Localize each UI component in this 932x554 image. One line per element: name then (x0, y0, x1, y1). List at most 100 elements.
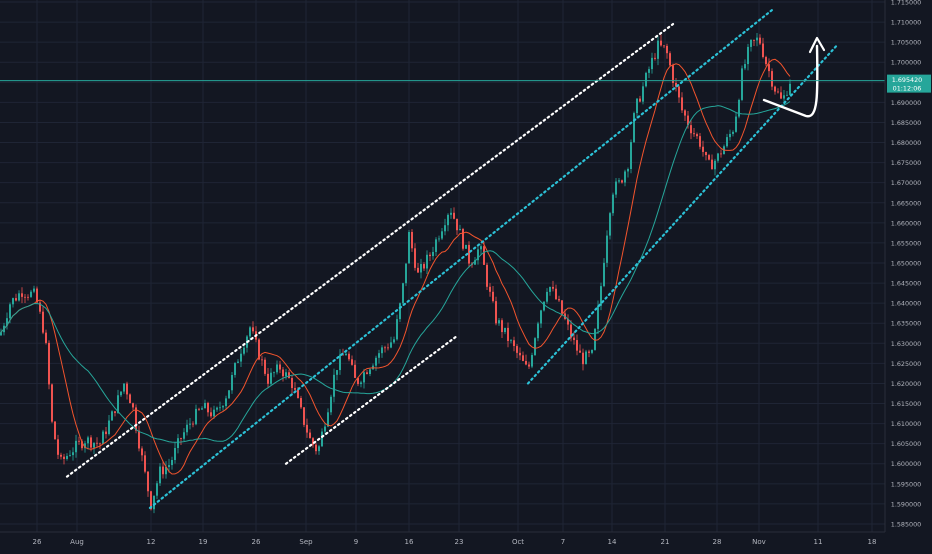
candle-body (309, 432, 311, 439)
x-tick-label: 14 (608, 538, 617, 546)
candle-body (249, 327, 251, 337)
x-tick-label: 26 (33, 538, 42, 546)
candle-body (123, 383, 125, 392)
candle-body (165, 466, 167, 475)
candle-body (315, 444, 317, 452)
candle-body (243, 347, 245, 354)
candle-body (516, 346, 518, 353)
candle-body (354, 364, 356, 378)
candle-body (84, 443, 86, 449)
price-tag (887, 74, 931, 93)
candle-body (447, 214, 449, 226)
candle-body (12, 298, 14, 305)
y-tick-label: 1.650000 (891, 259, 922, 267)
y-tick-label: 1.680000 (891, 139, 922, 147)
grid (0, 0, 885, 532)
candle-body (312, 438, 314, 445)
candle-body (339, 354, 341, 371)
y-tick-label: 1.655000 (891, 239, 922, 247)
candle-body (651, 57, 653, 70)
candle-body (273, 372, 275, 374)
candle-body (687, 115, 689, 126)
candle-body (327, 412, 329, 427)
candle-body (366, 372, 368, 374)
candle-body (369, 369, 371, 374)
candle-body (87, 437, 89, 444)
candle-body (759, 37, 761, 44)
candle-body (105, 431, 107, 435)
candle-body (525, 360, 527, 365)
candle-body (630, 142, 632, 169)
candle-body (600, 286, 602, 306)
candle-body (159, 466, 161, 484)
candle-body (144, 455, 146, 472)
candle-body (324, 426, 326, 432)
candle-body (717, 153, 719, 161)
candle-body (267, 373, 269, 384)
candle-body (615, 181, 617, 195)
candle-body (252, 327, 254, 332)
candle-body (477, 249, 479, 261)
candle-body (210, 412, 212, 417)
x-tick-label: 28 (713, 538, 722, 546)
candle-body (300, 398, 302, 408)
candle-body (576, 340, 578, 351)
candle-body (102, 431, 104, 445)
candle-body (732, 131, 734, 134)
candle-body (150, 491, 152, 510)
candle-body (456, 218, 458, 231)
y-tick-label: 1.635000 (891, 320, 922, 328)
candle-body (219, 407, 221, 409)
candle-body (402, 283, 404, 304)
candle-body (363, 372, 365, 383)
candle-body (549, 286, 551, 292)
candle-body (543, 301, 545, 311)
candle-body (420, 264, 422, 273)
candle-body (696, 134, 698, 137)
candle-body (162, 466, 164, 475)
candle-body (69, 455, 71, 456)
candle-body (531, 355, 533, 367)
candle-body (642, 86, 644, 102)
candle-body (744, 64, 746, 69)
candle-body (330, 396, 332, 413)
y-tick-label: 1.690000 (891, 99, 922, 107)
x-tick-label: Oct (512, 538, 524, 546)
y-tick-label: 1.700000 (891, 59, 922, 67)
candle-body (27, 296, 29, 298)
candle-body (756, 37, 758, 41)
candle-body (621, 180, 623, 183)
candle-body (6, 318, 8, 326)
candle-body (60, 454, 62, 457)
candle-body (222, 406, 224, 408)
candle-body (345, 353, 347, 356)
candle-body (48, 342, 50, 385)
overlay (0, 36, 885, 118)
candle-body (612, 194, 614, 214)
candle-body (21, 293, 23, 297)
candle-body (597, 305, 599, 329)
y-tick-label: 1.710000 (891, 19, 922, 27)
candle-body (606, 235, 608, 263)
candle-body (501, 320, 503, 333)
candle-body (57, 439, 59, 455)
candle-body (234, 362, 236, 375)
x-tick-label: 9 (354, 538, 358, 546)
y-tick-label: 1.645000 (891, 280, 922, 288)
candle-body (645, 72, 647, 87)
candle-body (711, 159, 713, 170)
candle-body (321, 431, 323, 447)
candle-body (204, 402, 206, 409)
candle-body (552, 286, 554, 289)
candle-body (117, 395, 119, 413)
candle-body (99, 443, 101, 445)
candle-body (423, 264, 425, 269)
candle-body (282, 369, 284, 377)
candle-body (195, 408, 197, 425)
candle-body (462, 229, 464, 249)
candle-body (126, 383, 128, 395)
candle-body (72, 452, 74, 456)
candle-body (573, 337, 575, 341)
